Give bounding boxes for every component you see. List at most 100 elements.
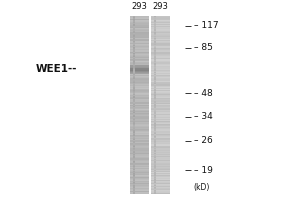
Bar [154,31,156,32]
Bar [130,103,149,104]
Text: 293: 293 [132,2,147,11]
Text: (kD): (kD) [194,183,210,192]
Bar [133,161,135,162]
Bar [151,80,170,81]
Bar [154,153,156,154]
Bar [154,111,156,112]
Bar [154,53,156,54]
Bar [133,160,135,161]
Bar [133,117,135,118]
Bar [130,57,149,58]
Bar [154,151,156,152]
Bar [151,123,170,124]
Bar [130,30,149,31]
Bar [151,120,170,121]
Bar [130,128,149,129]
Bar [130,107,149,108]
Bar [130,70,149,71]
Bar [151,68,170,69]
Bar [133,140,135,141]
Bar [130,191,149,192]
Bar [130,112,149,113]
Bar [133,96,135,97]
Bar [151,17,170,18]
Bar [130,37,149,38]
Bar [154,165,156,166]
Bar [151,178,170,179]
Bar [133,40,135,41]
Bar [151,110,170,111]
Bar [133,37,135,38]
Bar [133,168,135,169]
Bar [133,99,135,100]
Bar [154,117,156,118]
Bar [151,94,170,95]
Bar [130,114,149,115]
Bar [151,48,170,49]
Bar [133,87,135,88]
Bar [133,128,135,129]
Bar [130,129,149,130]
Bar [130,110,149,111]
Bar [154,159,156,160]
Bar [151,184,170,185]
Bar [151,39,170,40]
Bar [154,110,156,111]
Bar [130,18,149,19]
Bar [133,80,135,81]
Bar [130,116,149,117]
Bar [154,27,156,28]
Bar [133,129,135,130]
Bar [133,108,135,109]
Bar [154,69,156,70]
Bar [133,110,135,111]
Bar [130,71,149,72]
Bar [154,17,156,18]
Bar [130,79,149,80]
Bar [151,191,170,192]
Bar [133,106,135,107]
Bar [151,122,170,123]
Bar [130,176,149,177]
Bar [151,121,170,122]
Bar [133,144,135,145]
Bar [154,146,156,147]
Bar [151,165,170,166]
Bar [130,35,149,36]
Bar [130,185,149,186]
Bar [154,95,156,96]
Bar [154,45,156,46]
Bar [151,76,170,77]
Bar [130,101,149,102]
Bar [151,137,170,138]
Bar [151,145,170,146]
Bar [130,27,149,28]
Bar [130,62,149,63]
Bar [154,107,156,108]
Bar [133,166,135,167]
Bar [130,154,149,155]
Bar [133,114,135,115]
Bar [130,92,149,93]
Bar [133,29,135,30]
Bar [130,45,149,46]
Bar [151,185,170,186]
Bar [154,47,156,48]
Bar [154,84,156,85]
Bar [151,157,170,158]
Bar [151,138,170,139]
Bar [133,180,135,181]
Bar [154,70,156,71]
Bar [130,77,149,78]
Bar [133,59,135,60]
Bar [130,49,149,50]
Bar [154,133,156,134]
Bar [133,84,135,85]
Bar [151,81,170,82]
Bar [154,97,156,98]
Bar [130,145,149,146]
Bar [133,124,135,125]
Bar [130,63,149,64]
Bar [130,181,149,182]
Bar [151,56,170,57]
